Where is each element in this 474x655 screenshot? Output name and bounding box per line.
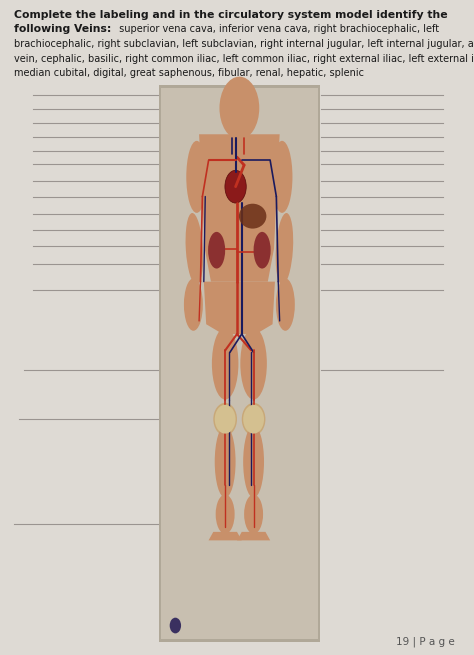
FancyBboxPatch shape xyxy=(229,111,249,140)
FancyBboxPatch shape xyxy=(159,85,320,642)
Ellipse shape xyxy=(215,426,236,498)
Ellipse shape xyxy=(276,278,295,331)
Ellipse shape xyxy=(225,170,246,203)
Ellipse shape xyxy=(240,328,267,400)
Ellipse shape xyxy=(212,328,238,400)
Text: following Veins:: following Veins: xyxy=(14,24,111,34)
Text: brachiocephalic, right subclavian, left subclavian, right internal jugular, left: brachiocephalic, right subclavian, left … xyxy=(14,39,474,49)
Ellipse shape xyxy=(186,141,207,213)
Ellipse shape xyxy=(216,495,235,534)
Ellipse shape xyxy=(272,141,292,213)
Text: superior vena cava, inferior vena cava, right brachiocephalic, left: superior vena cava, inferior vena cava, … xyxy=(116,24,439,34)
FancyBboxPatch shape xyxy=(161,88,318,639)
Ellipse shape xyxy=(208,232,225,269)
Ellipse shape xyxy=(215,405,236,434)
Ellipse shape xyxy=(242,403,265,436)
Ellipse shape xyxy=(184,278,203,331)
Text: vein, cephalic, basilic, right common iliac, left common iliac, right external i: vein, cephalic, basilic, right common il… xyxy=(14,54,474,64)
Ellipse shape xyxy=(239,204,266,229)
Text: Complete the labeling and in the circulatory system model identify the: Complete the labeling and in the circula… xyxy=(14,10,448,20)
Polygon shape xyxy=(209,532,242,540)
Ellipse shape xyxy=(254,232,271,269)
Text: median cubital, digital, great saphenous, fibular, renal, hepatic, splenic: median cubital, digital, great saphenous… xyxy=(14,68,364,78)
Ellipse shape xyxy=(275,213,293,285)
Ellipse shape xyxy=(244,495,263,534)
Polygon shape xyxy=(237,532,270,540)
Text: 19 | P a g e: 19 | P a g e xyxy=(396,637,455,647)
Polygon shape xyxy=(199,134,280,282)
Ellipse shape xyxy=(185,213,203,285)
Ellipse shape xyxy=(243,426,264,498)
Polygon shape xyxy=(204,282,275,334)
Ellipse shape xyxy=(219,77,259,140)
Ellipse shape xyxy=(213,403,237,436)
Ellipse shape xyxy=(170,618,181,633)
Ellipse shape xyxy=(243,405,264,434)
